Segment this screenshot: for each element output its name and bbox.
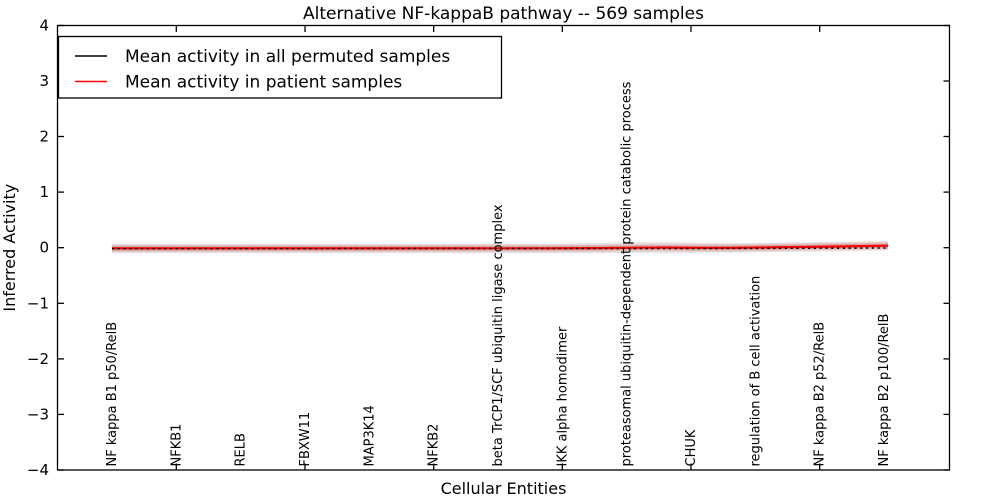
legend: Mean activity in all permuted samples Me…: [57, 35, 503, 99]
y-tick-label: 2: [39, 128, 49, 146]
x-axis-ticks-bottom: [175, 463, 821, 470]
y-axis-title: Inferred Activity: [0, 184, 19, 312]
x-axis-ticks-top: [175, 25, 821, 32]
x-category-label: FBXW11: [298, 412, 313, 467]
chart-title: Alternative NF-kappaB pathway -- 569 sam…: [303, 4, 704, 24]
x-category-label: RELB: [234, 433, 249, 466]
y-tick-label: 4: [39, 17, 49, 35]
legend-label-permuted: Mean activity in all permuted samples: [125, 47, 450, 67]
x-category-label: NFKB2: [427, 424, 442, 467]
x-category-label: MAP3K14: [362, 405, 377, 466]
x-category-label: NF kappa B1 p50/RelB: [105, 322, 120, 467]
y-axis-ticks-right: [943, 24, 950, 471]
x-category-label: CHUK: [684, 429, 699, 466]
x-category-label: NFKB1: [169, 424, 184, 467]
y-tick-label: −3: [27, 405, 49, 423]
x-category-label: beta TrCP1/SCF ubiquitin ligase complex: [491, 204, 506, 466]
y-tick-label: 3: [39, 72, 49, 90]
series-permuted-line: [111, 247, 889, 250]
x-category-label: regulation of B cell activation: [748, 276, 763, 467]
legend-label-patient: Mean activity in patient samples: [125, 73, 402, 93]
x-category-label: NF kappa B2 p100/RelB: [877, 314, 892, 467]
y-tick-label: −1: [27, 294, 49, 312]
x-axis-title: Cellular Entities: [441, 479, 567, 498]
y-tick-label: 0: [39, 239, 49, 257]
x-category-label: proteasomal ubiquitin-dependent protein …: [620, 81, 635, 466]
y-tick-label: −2: [27, 350, 49, 368]
x-category-label: IKK alpha homodimer: [555, 326, 570, 467]
y-tick-label: −4: [27, 461, 49, 479]
x-category-labels: NF kappa B1 p50/RelB NFKB1 RELB FBXW11 M…: [105, 81, 892, 466]
y-axis-labels: 4 3 2 1 0 −1 −2 −3 −4: [27, 17, 49, 480]
y-tick-label: 1: [39, 183, 49, 201]
x-category-label: NF kappa B2 p52/RelB: [813, 322, 828, 467]
legend-box: [57, 35, 503, 99]
